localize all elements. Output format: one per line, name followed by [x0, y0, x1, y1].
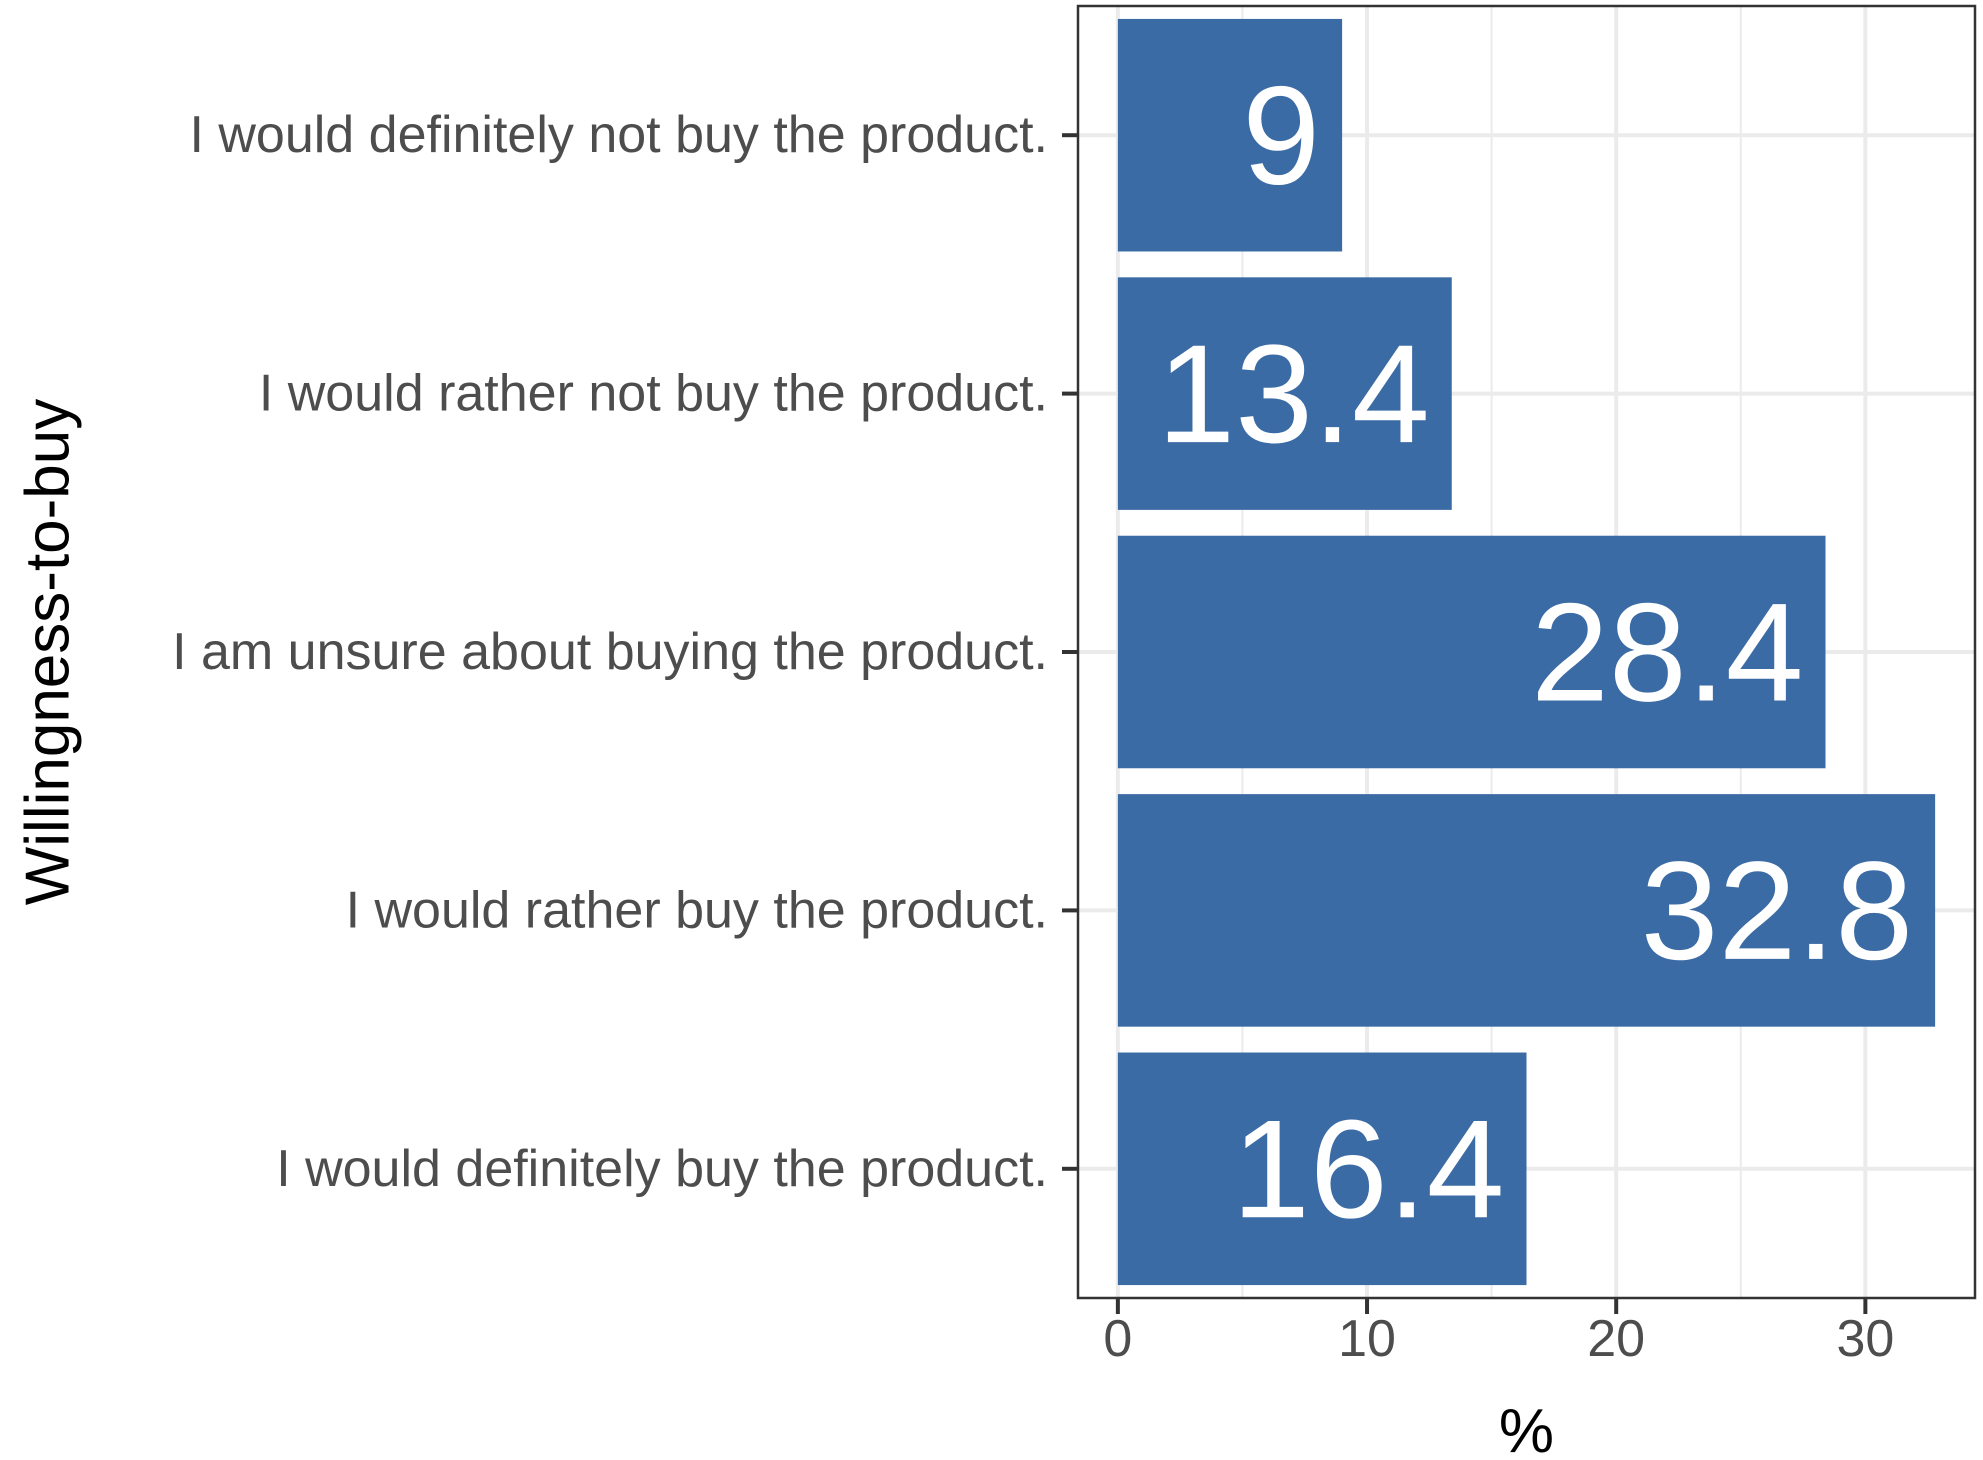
y-tick-label: I am unsure about buying the product.: [172, 623, 1048, 681]
y-tick-label: I would rather buy the product.: [346, 881, 1048, 939]
bar-value-label: 32.8: [1641, 832, 1913, 989]
x-tick-label: 30: [1836, 1310, 1894, 1368]
y-tick-label: I would rather not buy the product.: [259, 365, 1048, 423]
bar: [1117, 18, 1343, 252]
x-tick-label: 10: [1338, 1310, 1396, 1368]
x-axis-ticks: 0 10 20 30: [1103, 1298, 1894, 1368]
bars: [1117, 18, 1936, 1286]
bar: [1117, 1052, 1527, 1286]
y-tick-label: I would definitely not buy the product.: [189, 106, 1048, 164]
bar-value-labels: 9 13.4 28.4 32.8 16.4: [1157, 57, 1913, 1248]
bar-value-label: 9: [1242, 57, 1320, 214]
bar: [1117, 277, 1452, 510]
bar-value-label: 16.4: [1232, 1090, 1504, 1247]
y-axis-ticks: I would definitely not buy the product. I…: [172, 106, 1078, 1198]
y-tick-label: I would definitely buy the product.: [276, 1140, 1048, 1198]
bar: [1117, 794, 1936, 1027]
bar-value-label: 28.4: [1531, 574, 1803, 731]
bar-value-label: 13.4: [1157, 315, 1429, 472]
x-axis-title: %: [1499, 1397, 1554, 1460]
bar: [1117, 535, 1826, 769]
x-tick-label: 20: [1587, 1310, 1645, 1368]
x-tick-label: 0: [1103, 1310, 1132, 1368]
y-axis-title: Willingness-to-buy: [14, 399, 83, 906]
